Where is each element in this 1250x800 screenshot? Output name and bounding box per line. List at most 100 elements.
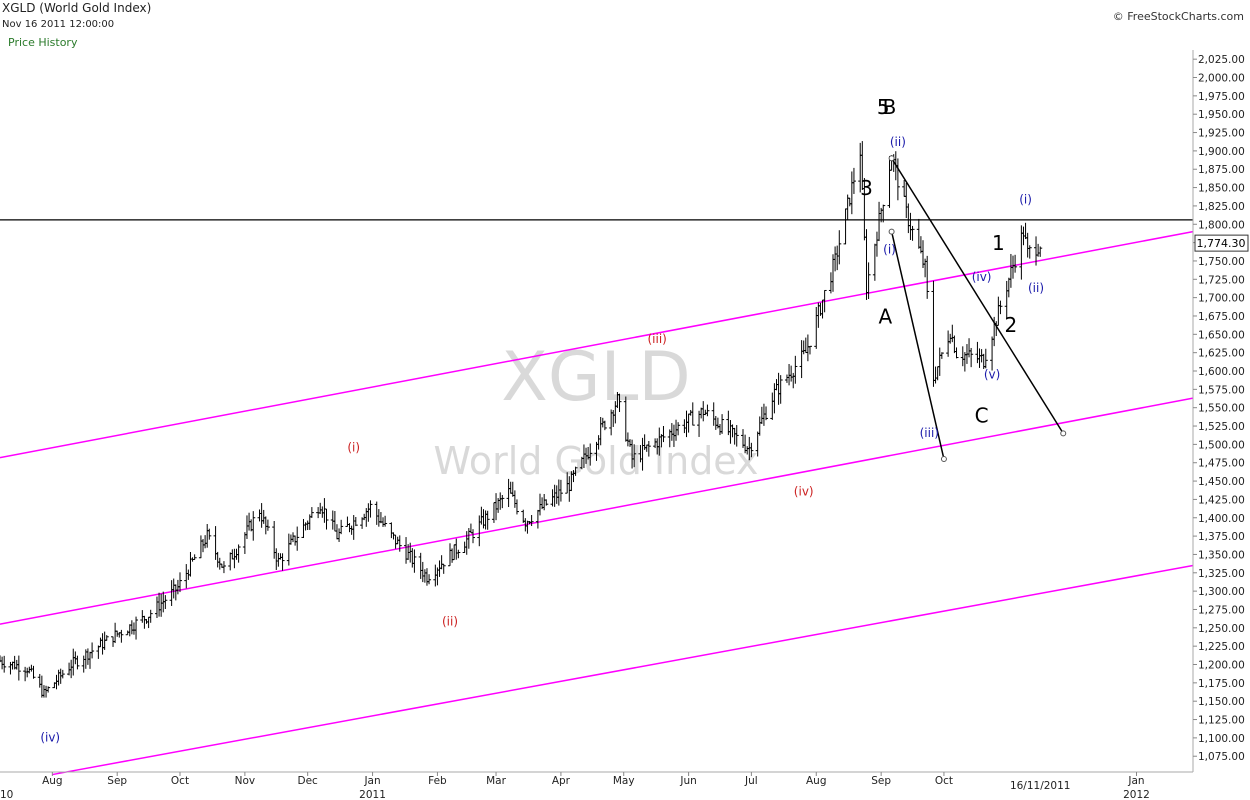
ohlc-bar: [332, 511, 337, 532]
ohlc-bar: [280, 553, 285, 571]
ohlc-bar: [931, 280, 936, 387]
watermark-symbol: XGLD: [501, 338, 691, 417]
ohlc-bar: [215, 551, 220, 568]
ohlc-bar: [1011, 255, 1016, 279]
ohlc-bar: [730, 424, 735, 438]
ohlc-bar: [784, 374, 789, 383]
ohlc-bar: [764, 406, 769, 421]
trend-handle[interactable]: [940, 456, 947, 463]
wave-label: (iv): [794, 485, 814, 499]
y-tick-label: 2,025.00: [1198, 54, 1245, 66]
y-tick-label: 1,550.00: [1198, 403, 1245, 415]
y-tick-label: 2,000.00: [1198, 73, 1245, 85]
ohlc-bar: [25, 667, 30, 678]
x-tick-label: Apr: [552, 775, 571, 787]
ohlc-bar: [56, 669, 61, 686]
last-price-marker[interactable]: 1,774.30: [1194, 234, 1249, 252]
y-tick-label: 1,100.00: [1198, 733, 1245, 745]
ohlc-bar: [27, 666, 32, 674]
ohlc-bar: [188, 552, 193, 577]
ohlc-bar: [456, 549, 461, 559]
wave-label: 1: [992, 231, 1005, 255]
ohlc-bar: [127, 624, 132, 637]
tab-price-history[interactable]: Price History: [8, 36, 78, 49]
y-tick-label: 1,400.00: [1198, 513, 1245, 525]
ohlc-bar: [87, 651, 92, 669]
ohlc-bar: [351, 515, 356, 540]
ohlc-bar: [232, 548, 237, 569]
ohlc-bar: [98, 637, 103, 648]
y-tick-label: 1,725.00: [1198, 274, 1245, 286]
trend-handle[interactable]: [888, 155, 895, 162]
ohlc-bar: [939, 352, 944, 359]
y-tick-label: 1,175.00: [1198, 678, 1245, 690]
ohlc-bar: [171, 578, 176, 599]
ohlc-bar: [257, 509, 262, 522]
ohlc-bar: [420, 561, 425, 583]
ohlc-bar: [494, 493, 499, 521]
channel-line-3: [52, 564, 1194, 776]
x-tick-label: Jun: [679, 775, 696, 787]
ohlc-bar: [701, 401, 706, 422]
y-tick-label: 1,125.00: [1198, 715, 1245, 727]
ohlc-bar: [789, 365, 794, 382]
ohlc-bar: [244, 515, 249, 539]
ohlc-bar: [573, 466, 578, 476]
x-tick-label: May: [613, 775, 635, 787]
ohlc-bar: [345, 516, 350, 527]
trend-handle[interactable]: [888, 228, 895, 235]
ohlc-bar: [347, 523, 352, 533]
wave-label: (ii): [890, 135, 906, 149]
ohlc-bar: [236, 544, 241, 563]
trend-handle[interactable]: [1060, 430, 1067, 437]
trend-line-2[interactable]: [890, 231, 945, 460]
ohlc-bar: [946, 330, 951, 357]
ohlc-bar: [906, 203, 911, 234]
ohlc-bar: [761, 403, 766, 426]
x-year-label: 10: [0, 789, 13, 800]
ohlc-bar: [916, 218, 921, 249]
ohlc-bar: [305, 520, 310, 531]
ohlc-bar: [67, 662, 72, 676]
ohlc-bar: [977, 348, 982, 368]
ohlc-bar: [418, 552, 423, 579]
ohlc-bar: [16, 655, 21, 681]
ohlc-bar: [705, 404, 710, 417]
ohlc-bar: [454, 538, 459, 560]
ohlc-bar: [711, 402, 716, 426]
ohlc-bar: [713, 416, 718, 430]
ohlc-bar: [389, 522, 394, 539]
ohlc-bar: [933, 366, 938, 384]
wave-label: 2: [1005, 313, 1018, 337]
ohlc-bar: [381, 517, 386, 527]
ohlc-bar: [393, 534, 398, 549]
ohlc-bar: [129, 620, 134, 635]
ohlc-bar: [286, 533, 291, 566]
wave-annotations: (iv) (i) (ii) (iii) (iv) 3 5B A (ii) (i) (iii) C (v)…: [40, 95, 1044, 744]
ohlc-bar: [464, 531, 469, 555]
wave-label: (ii): [442, 615, 458, 629]
ohlc-bar: [71, 648, 76, 676]
ohlc-bar: [177, 572, 182, 593]
ohlc-bar: [703, 409, 708, 416]
ohlc-bar: [990, 336, 995, 371]
ohlc-bar: [881, 204, 886, 223]
ohlc-bar: [682, 419, 687, 434]
ohlc-bar: [276, 552, 281, 567]
trend-line-1[interactable]: [890, 157, 1064, 434]
ohlc-bar: [391, 532, 396, 540]
ohlc-bar: [969, 347, 974, 368]
y-tick-label: 1,650.00: [1198, 329, 1245, 341]
ohlc-bar: [864, 229, 869, 300]
ohlc-bar: [2, 655, 7, 673]
ohlc-bar: [510, 481, 515, 497]
ohlc-bar: [508, 481, 513, 494]
ohlc-bar: [1006, 277, 1011, 298]
wave-label: 3: [860, 176, 873, 200]
ohlc-bar: [29, 664, 34, 672]
ohlc-bar: [131, 622, 136, 635]
ohlc-bar: [558, 479, 563, 502]
ohlc-bar: [690, 402, 695, 426]
ohlc-bar: [261, 509, 266, 524]
ohlc-bar: [542, 494, 547, 511]
